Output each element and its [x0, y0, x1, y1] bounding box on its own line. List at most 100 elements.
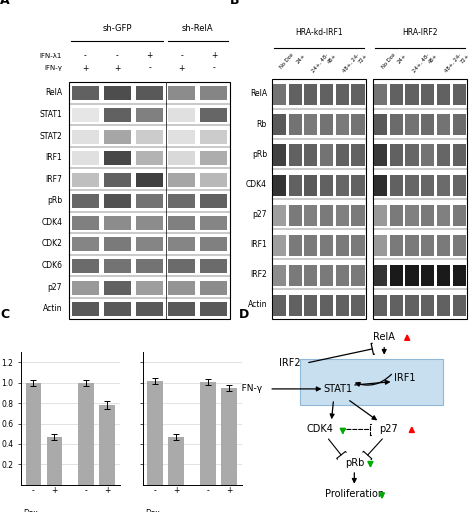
Bar	[336, 114, 349, 136]
Bar	[453, 144, 465, 165]
Bar	[373, 79, 467, 319]
Bar	[168, 108, 195, 122]
Text: 72+: 72+	[358, 52, 369, 64]
Bar	[405, 114, 419, 136]
Bar	[421, 175, 434, 196]
Bar	[320, 175, 333, 196]
Bar	[405, 234, 419, 255]
Bar	[289, 144, 302, 165]
Bar	[69, 82, 230, 319]
Bar	[72, 194, 99, 208]
Bar	[72, 87, 99, 100]
Bar	[421, 84, 434, 105]
Bar	[336, 144, 349, 165]
Bar	[273, 295, 286, 316]
Bar	[168, 281, 195, 294]
Bar	[289, 205, 302, 226]
Bar	[437, 265, 450, 286]
Bar	[273, 175, 286, 196]
Bar	[453, 265, 465, 286]
Bar	[78, 382, 94, 485]
Text: -: -	[84, 51, 87, 60]
Text: p27: p27	[48, 283, 62, 291]
Bar	[289, 84, 302, 105]
Bar	[26, 382, 41, 485]
Bar	[168, 437, 184, 485]
Text: -: -	[212, 63, 215, 73]
Text: B: B	[230, 0, 240, 7]
Text: Actin: Actin	[43, 304, 62, 313]
Text: p27: p27	[253, 210, 267, 219]
Bar	[405, 84, 419, 105]
Bar	[453, 84, 465, 105]
Bar	[72, 281, 99, 294]
Text: IFN-γ: IFN-γ	[239, 385, 262, 393]
Bar	[72, 216, 99, 230]
Text: CDK4: CDK4	[246, 180, 267, 188]
Bar	[351, 144, 365, 165]
Text: STAT1: STAT1	[324, 384, 353, 394]
Bar	[336, 205, 349, 226]
Bar	[351, 114, 365, 136]
Text: Rb: Rb	[257, 119, 267, 129]
Text: IRF7: IRF7	[46, 175, 62, 184]
Text: RelA: RelA	[250, 90, 267, 98]
Bar	[200, 381, 216, 485]
Bar	[453, 114, 465, 136]
Bar	[437, 84, 450, 105]
Text: CDK4: CDK4	[306, 424, 333, 435]
Bar	[405, 205, 419, 226]
Bar	[273, 144, 286, 165]
Bar	[201, 238, 228, 251]
Bar	[405, 265, 419, 286]
Text: STAT2: STAT2	[39, 132, 62, 140]
Bar	[320, 84, 333, 105]
Text: +: +	[82, 63, 88, 73]
Bar	[374, 114, 387, 136]
Bar	[104, 173, 131, 187]
Bar	[351, 205, 365, 226]
Bar	[136, 281, 163, 294]
Bar	[136, 259, 163, 273]
Bar	[136, 87, 163, 100]
Bar	[201, 130, 228, 143]
Bar	[320, 205, 333, 226]
Text: p27: p27	[379, 424, 398, 435]
Bar	[405, 175, 419, 196]
Bar	[104, 238, 131, 251]
Bar	[136, 302, 163, 316]
Text: IRF2: IRF2	[250, 270, 267, 279]
Bar	[336, 265, 349, 286]
Bar	[273, 84, 286, 105]
Text: HRA-IRF2: HRA-IRF2	[402, 28, 438, 36]
Bar	[168, 173, 195, 187]
Text: IRF1: IRF1	[250, 240, 267, 249]
Text: +: +	[114, 63, 120, 73]
Bar	[390, 205, 403, 226]
Text: 24+, 48-: 24+, 48-	[412, 52, 431, 73]
Bar	[320, 144, 333, 165]
Text: 24+: 24+	[295, 52, 306, 64]
Bar	[421, 265, 434, 286]
Text: CDK4: CDK4	[41, 218, 62, 227]
Bar	[351, 84, 365, 105]
Text: No Dox: No Dox	[279, 52, 295, 70]
Text: IRF1: IRF1	[46, 153, 62, 162]
Bar	[201, 302, 228, 316]
Bar	[304, 114, 318, 136]
Bar	[374, 84, 387, 105]
Bar	[374, 234, 387, 255]
Bar	[136, 151, 163, 165]
Text: Proliferation: Proliferation	[325, 489, 384, 499]
Bar	[99, 405, 115, 485]
Bar	[320, 114, 333, 136]
Text: Dox: Dox	[145, 508, 160, 512]
Bar	[136, 216, 163, 230]
Bar	[336, 234, 349, 255]
Bar	[374, 144, 387, 165]
Bar	[304, 265, 318, 286]
Bar	[390, 265, 403, 286]
Bar	[104, 130, 131, 143]
Bar	[273, 265, 286, 286]
Bar	[336, 84, 349, 105]
